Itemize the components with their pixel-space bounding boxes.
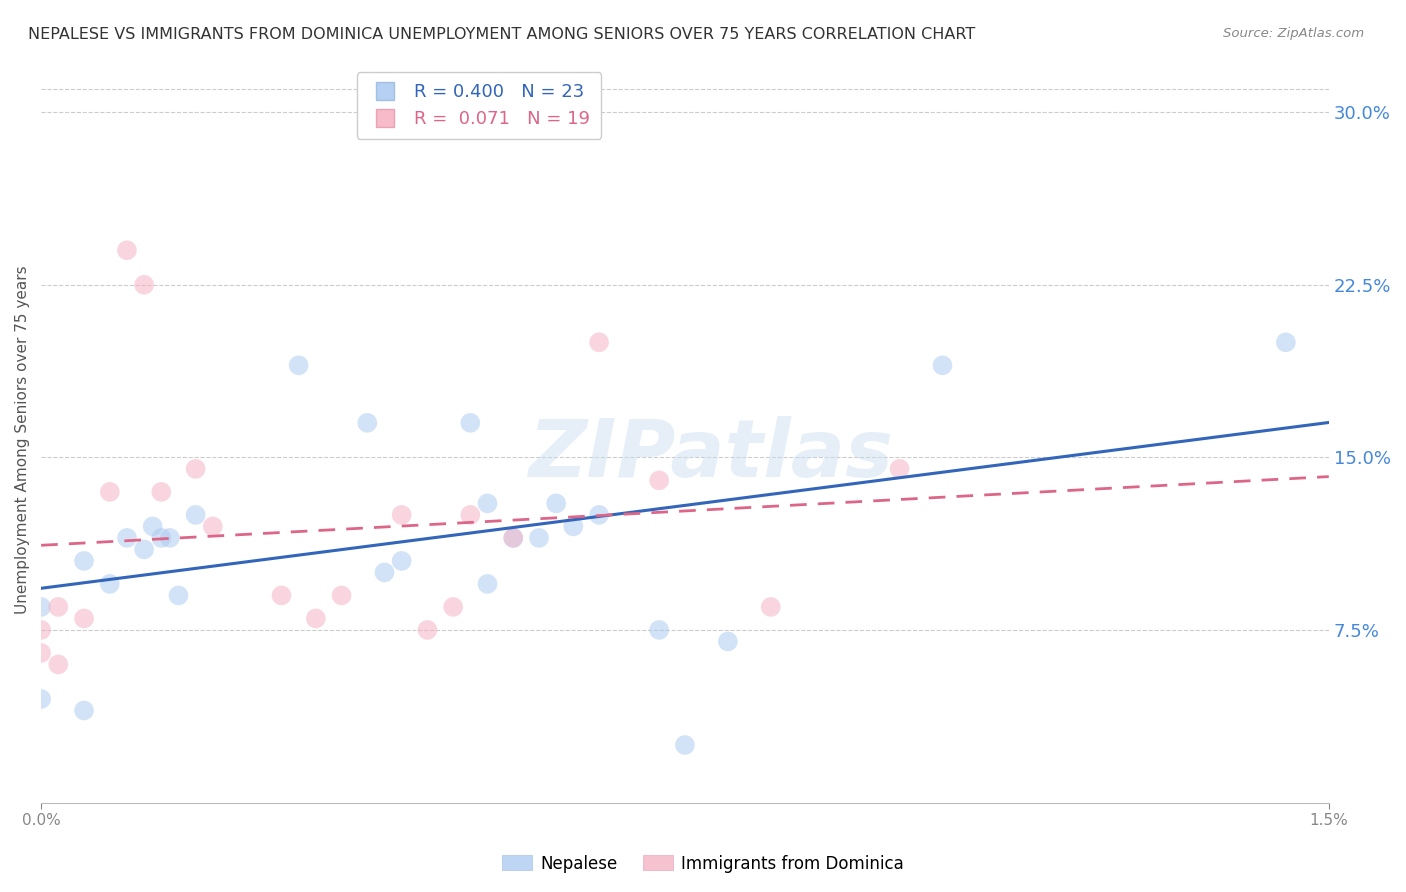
Point (270, 589, 292, 603)
Point (305, 611, 328, 625)
Point (931, 359, 953, 373)
Point (98, 577, 121, 591)
Point (648, 474, 671, 488)
Point (588, 508, 610, 522)
Point (115, 244, 138, 258)
Point (356, 416, 378, 430)
Point (73, 554, 96, 568)
Point (330, 589, 353, 603)
Point (201, 519, 224, 533)
Point (142, 519, 165, 533)
Y-axis label: Unemployment Among Seniors over 75 years: Unemployment Among Seniors over 75 years (15, 266, 30, 615)
Point (759, 599, 782, 614)
Point (1275, 335, 1298, 350)
Point (889, 462, 911, 476)
Point (46, 657, 69, 672)
Point (441, 599, 464, 614)
Point (546, 496, 568, 510)
Point (30, 646, 52, 660)
Text: ZIPatlas: ZIPatlas (529, 416, 893, 493)
Point (416, 623, 439, 637)
Point (184, 462, 207, 476)
Point (73, 611, 96, 625)
Point (184, 508, 207, 522)
Point (167, 589, 190, 603)
Point (477, 496, 499, 510)
Point (373, 566, 395, 580)
Text: Source: ZipAtlas.com: Source: ZipAtlas.com (1223, 27, 1364, 40)
Legend: Nepalese, Immigrants from Dominica: Nepalese, Immigrants from Dominica (495, 848, 911, 880)
Point (588, 335, 610, 350)
Point (134, 277, 156, 292)
Text: NEPALESE VS IMMIGRANTS FROM DOMINICA UNEMPLOYMENT AMONG SENIORS OVER 75 YEARS CO: NEPALESE VS IMMIGRANTS FROM DOMINICA UNE… (28, 27, 976, 42)
Point (391, 508, 413, 522)
Point (73, 704, 96, 718)
Point (287, 359, 309, 373)
Point (134, 542, 156, 557)
Point (391, 554, 413, 568)
Point (527, 531, 550, 545)
Point (30, 623, 52, 637)
Point (673, 738, 696, 752)
Point (717, 634, 740, 648)
Point (30, 599, 52, 614)
Point (502, 531, 524, 545)
Point (477, 577, 499, 591)
Point (115, 531, 138, 545)
Point (98, 484, 121, 499)
Point (460, 508, 482, 522)
Point (159, 531, 181, 545)
Point (648, 623, 671, 637)
Point (46, 599, 69, 614)
Point (562, 519, 585, 533)
Point (150, 531, 173, 545)
Point (460, 416, 482, 430)
Point (502, 531, 524, 545)
Legend: R = 0.400   N = 23, R =  0.071   N = 19: R = 0.400 N = 23, R = 0.071 N = 19 (357, 72, 602, 139)
Point (150, 484, 173, 499)
Point (30, 692, 52, 706)
